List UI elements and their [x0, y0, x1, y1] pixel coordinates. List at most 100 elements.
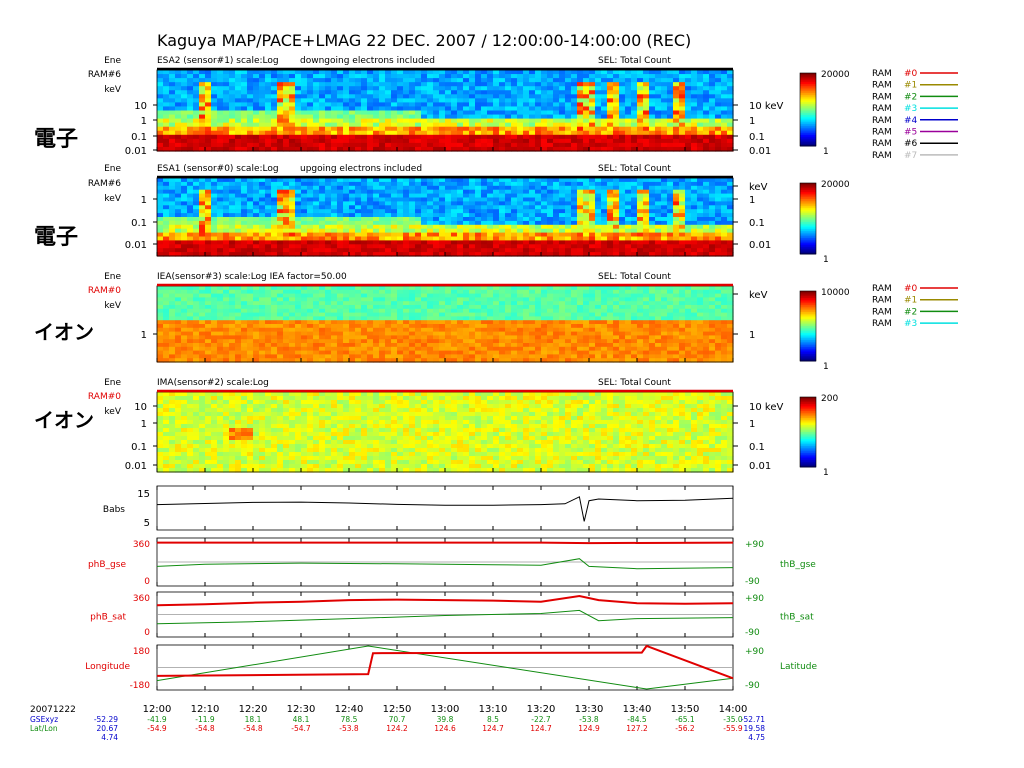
heatmap-cell: [217, 331, 224, 336]
heatmap-cell: [337, 201, 344, 206]
heatmap-cell: [709, 98, 716, 103]
heatmap-cell: [367, 301, 374, 306]
heatmap-cell: [721, 138, 728, 144]
heatmap-cell: [253, 134, 260, 140]
heatmap-cell: [379, 197, 386, 202]
heatmap-cell: [169, 289, 176, 295]
heatmap-cell: [223, 217, 230, 222]
heatmap-cell: [319, 213, 326, 218]
heatmap-cell: [205, 297, 212, 302]
heatmap-cell: [415, 122, 422, 128]
heatmap-cell: [283, 343, 290, 348]
colorbar-segment: [800, 186, 816, 189]
heatmap-cell: [223, 331, 230, 336]
heatmap-cell: [709, 118, 716, 124]
heatmap-cell: [313, 130, 320, 136]
heatmap-cell: [379, 213, 386, 218]
heatmap-cell: [199, 74, 206, 79]
heatmap-cell: [577, 106, 584, 112]
heatmap-cell: [589, 138, 596, 144]
heatmap-cell: [175, 146, 182, 152]
heatmap-cell: [559, 90, 566, 95]
heatmap-cell: [571, 86, 578, 91]
heatmap-cell: [703, 130, 710, 136]
heatmap-cell: [445, 106, 452, 112]
colorbar-segment: [800, 238, 816, 241]
heatmap-cell: [541, 70, 548, 75]
heatmap-cell: [457, 193, 464, 199]
heatmap-cell: [283, 354, 290, 359]
heatmap-cell: [673, 126, 680, 132]
colorbar-segment: [800, 87, 816, 90]
heatmap-cell: [679, 126, 686, 132]
heatmap-cell: [367, 308, 374, 314]
heatmap-cell: [307, 70, 314, 75]
heatmap-cell: [673, 232, 680, 238]
heatmap-cell: [307, 213, 314, 218]
heatmap-cell: [493, 102, 500, 108]
heatmap-cell: [235, 320, 242, 325]
heatmap-cell: [655, 90, 662, 95]
heatmap-cell: [265, 213, 272, 218]
heatmap-cell: [217, 201, 224, 206]
heatmap-cell: [511, 146, 518, 152]
heatmap-cell: [649, 248, 656, 253]
heatmap-cell: [577, 86, 584, 91]
heatmap-cell: [313, 217, 320, 222]
heatmap-cell: [379, 74, 386, 79]
heatmap-cell: [259, 122, 266, 128]
heatmap-cell: [667, 193, 674, 199]
heatmap-cell: [235, 98, 242, 103]
heatmap-cell: [337, 316, 344, 321]
heatmap-cell: [223, 118, 230, 124]
heatmap-cell: [613, 240, 620, 245]
heatmap-cell: [571, 126, 578, 132]
heatmap-cell: [295, 324, 302, 329]
heatmap-cell: [541, 185, 548, 191]
heatmap-cell: [439, 126, 446, 132]
heatmap-cell: [667, 130, 674, 136]
heatmap-cell: [673, 240, 680, 245]
heatmap-cell: [547, 90, 554, 95]
heatmap-cell: [283, 78, 290, 83]
heatmap-cell: [439, 106, 446, 112]
heatmap-cell: [283, 320, 290, 325]
heatmap-cell: [247, 248, 254, 253]
heatmap-cell: [331, 142, 338, 148]
heatmap-cell: [385, 110, 392, 116]
heatmap-cell: [727, 102, 734, 108]
heatmap-cell: [217, 343, 224, 348]
heatmap-cell: [211, 343, 218, 348]
heatmap-panel-iea: [153, 283, 817, 363]
heatmap-cell: [565, 130, 572, 136]
heatmap-cell: [349, 252, 356, 257]
heatmap-cell: [655, 82, 662, 87]
heatmap-cell: [577, 205, 584, 210]
heatmap-cell: [457, 70, 464, 75]
heatmap-cell: [289, 114, 296, 120]
heatmap-cell: [565, 240, 572, 245]
heatmap-cell: [667, 134, 674, 140]
heatmap-cell: [679, 118, 686, 124]
heatmap-cell: [331, 146, 338, 152]
heatmap-cell: [619, 193, 626, 199]
heatmap-cell: [547, 86, 554, 91]
heatmap-cell: [427, 106, 434, 112]
heatmap-cell: [193, 228, 200, 234]
heatmap-cell: [205, 193, 212, 199]
heatmap-cell: [355, 297, 362, 302]
heatmap-cell: [325, 138, 332, 144]
heatmap-cell: [169, 324, 176, 329]
heatmap-cell: [535, 106, 542, 112]
heatmap-cell: [205, 293, 212, 298]
heatmap-cell: [529, 244, 536, 249]
heatmap-cell: [289, 185, 296, 191]
heatmap-cell: [217, 130, 224, 136]
heatmap-cell: [541, 252, 548, 257]
heatmap-cell: [433, 90, 440, 95]
heatmap-cell: [703, 126, 710, 132]
heatmap-cell: [667, 185, 674, 191]
heatmap-cell: [499, 90, 506, 95]
heatmap-cell: [427, 286, 434, 291]
heatmap-cell: [235, 213, 242, 218]
